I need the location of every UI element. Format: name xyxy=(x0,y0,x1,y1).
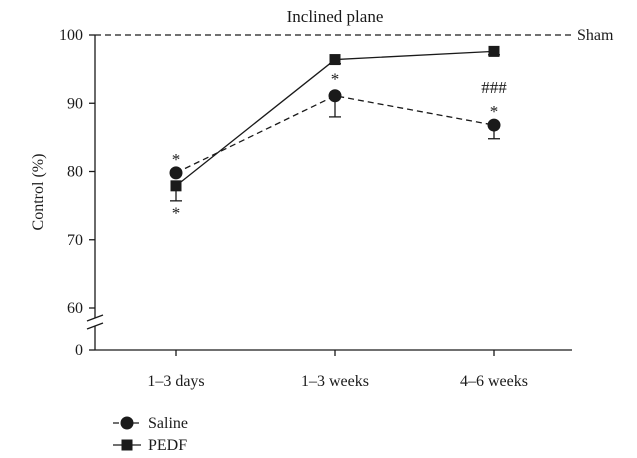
reference-line-group: Sham xyxy=(95,27,614,44)
legend-item-saline: Saline xyxy=(113,415,188,432)
data-point xyxy=(170,180,182,192)
y-tick-label: 80 xyxy=(67,164,83,181)
sham-label: Sham xyxy=(577,27,614,44)
y-tick-label: 60 xyxy=(67,300,83,317)
legend-label: PEDF xyxy=(148,437,187,454)
y-tick-label: 70 xyxy=(67,232,83,249)
x-tick-label: 1–3 weeks xyxy=(301,373,369,390)
legend-item-pedf: PEDF xyxy=(113,437,187,454)
legend-label: Saline xyxy=(148,415,188,432)
legend-marker xyxy=(120,416,134,430)
y-tick-label: 90 xyxy=(67,95,83,112)
y-tick-label: 100 xyxy=(59,27,83,44)
chart-title: Inclined plane xyxy=(287,7,384,26)
x-tick-label: 1–3 days xyxy=(147,373,204,390)
y-tick-label: 0 xyxy=(75,342,83,359)
axis-break-mark xyxy=(86,314,104,322)
series-line xyxy=(175,95,495,174)
axes: 0 60 70 80 90 100 1–3 days 1–3 weeks 4–6 weeks xyxy=(59,27,572,390)
data-point xyxy=(487,118,501,132)
x-tick-label: 4–6 weeks xyxy=(460,373,528,390)
significance-marker: * xyxy=(172,150,181,169)
series-pedf xyxy=(170,45,500,202)
series-group xyxy=(169,45,501,202)
data-point xyxy=(329,54,341,66)
data-point xyxy=(169,166,183,180)
significance-marker: ### xyxy=(481,78,507,97)
axis-break-mark xyxy=(86,322,104,330)
significance-marker: * xyxy=(490,102,499,121)
legend: Saline PEDF xyxy=(113,415,188,454)
legend-marker xyxy=(121,439,133,451)
series-saline xyxy=(169,89,501,180)
data-point xyxy=(488,45,500,57)
significance-marker: * xyxy=(331,70,340,89)
significance-marker: * xyxy=(172,203,181,222)
data-point xyxy=(328,89,342,103)
y-axis-title: Control (%) xyxy=(30,154,47,231)
annotations: * * * ### * xyxy=(172,70,508,223)
